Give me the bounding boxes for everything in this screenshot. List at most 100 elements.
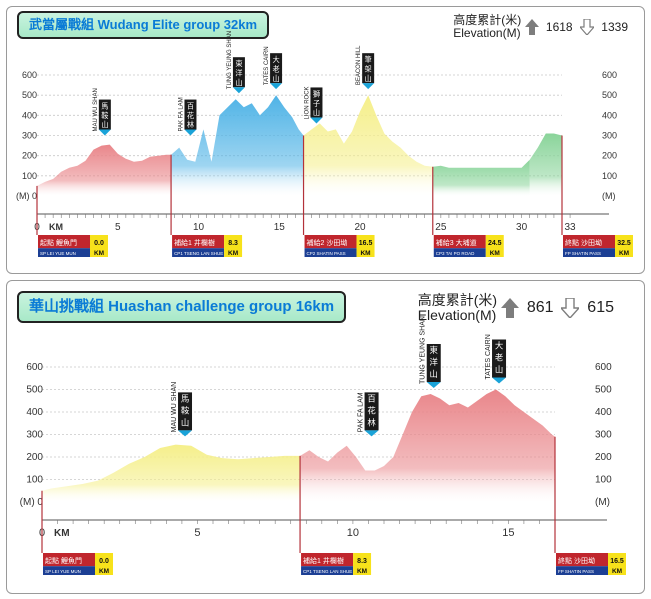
checkpoint-label: 補給1 井欄樹 CP1 TSENG LAN SHUE 8.3 KM [172,235,243,257]
elevation-label-en: Elevation(M) [453,26,521,41]
peak-flag-tip [364,430,379,437]
wudang-ascent-value: 1618 [545,20,573,35]
peak-flag-tip [492,377,507,384]
checkpoint-unit: KM [357,568,367,575]
huashan-elevation-chart: 600 600 500 500 400 400 300 300 200 200 100 100 (M) … [20,316,626,575]
y-tick-label-left: 200 [26,452,43,463]
y-tick-label-left: (M) 0 [16,191,37,201]
checkpoint-dist-box [356,235,375,257]
checkpoint-dist-box [615,235,633,257]
x-tick-label: 30 [516,222,528,233]
elevation-label: 高度累計(米) Elevation(M) [418,292,497,324]
peak-flag-cn-char: 山 [430,369,438,379]
checkpoint-en-box [38,248,90,257]
elevation-label-cn: 高度累計(米) [453,13,522,27]
checkpoint-dist-box [95,553,113,575]
checkpoint-label: 補給3 大埔道 CP3 TAI PO ROAD 24.5 KM [433,235,504,257]
peak-name-label: TUNG YEUNG SHAN [420,316,427,384]
peak-flag-cn-char: 馬 [181,393,189,403]
peak-flag-body [270,53,283,84]
y-tick-label-right: 300 [595,430,612,441]
checkpoint-en-name: SP LEI YUE MUN [40,251,76,256]
checkpoint-unit: KM [612,568,622,575]
peak-flag-cn-char: 山 [181,417,189,427]
peak-flag-cn-char: 百 [367,393,375,403]
checkpoint-label: 起點 鯉魚門 SP LEI YUE MUN 0.0 KM [38,235,108,257]
y-tick-label-right: (M) [602,191,616,201]
peak-flag-body [184,99,197,130]
peak-flag-cn-char: 花 [367,405,376,415]
x-unit-label: KM [49,222,63,232]
y-tick-label-right: 600 [602,70,617,80]
peak-flag-tip [426,382,441,388]
y-tick-label-left: 300 [22,131,37,141]
peak-flag-cn-char: 林 [367,417,376,427]
y-tick-label-left: 200 [22,151,37,161]
checkpoint-unit: KM [228,250,238,257]
checkpoint-name-box [43,553,95,567]
peak-name-label: BEACON HILL [356,45,362,85]
x-tick-label: 10 [347,527,359,539]
descent-down-arrow-icon [561,298,580,319]
elevation-area-segment [529,133,562,196]
checkpoint-tag: 終點 沙田坳 [565,238,602,247]
x-tick-label: 5 [194,527,200,539]
peak-flag-body [310,87,323,118]
elevation-area-segment [42,444,301,502]
checkpoint-label: 補給2 沙田坳 CP2 SHATIN PASS 16.5 KM [304,235,375,257]
checkpoint-distance: 0.0 [94,240,104,247]
wudang-descent-value: 1339 [601,20,628,35]
checkpoint-dist-box [224,235,243,257]
x-tick-label: 15 [274,222,286,233]
checkpoint-en-name: CP2 SHATIN PASS [307,251,346,256]
peak-flag-body [492,339,507,378]
checkpoint-distance: 8.3 [228,240,238,247]
checkpoint-en-box [172,248,225,257]
peak-flag-body [178,392,193,431]
checkpoint-en-name: CP1 TSENG LAN SHUE [174,251,223,256]
checkpoint-en-name: SP LEI YUE MUN [45,569,81,574]
checkpoint-en-box [304,248,357,257]
checkpoint-unit: KM [99,568,109,575]
peak-flag-cn-char: 獅 [313,89,320,98]
peak-name-label: PAK FA LAM [358,392,365,432]
peak-flag-cn-char: 山 [101,120,108,129]
elevation-area-segment [432,159,530,196]
checkpoint-name-box [172,235,225,249]
checkpoint-name-box [38,235,90,249]
checkpoint-unit: KM [94,250,104,257]
checkpoint-name-box [304,235,357,249]
checkpoint-en-box [301,566,354,575]
huashan-elevation-panel: 華山挑戰組 Huashan challenge group 16km 高度累計(… [6,280,645,594]
peak-flag-cn-char: 老 [495,353,503,363]
checkpoint-dist-box [353,553,372,575]
peak-flag-cn-char: 山 [313,108,320,117]
y-tick-label-left: 500 [26,385,43,396]
checkpoint-distance: 0.0 [99,558,109,565]
peak-flag-tip [362,83,375,90]
checkpoint-tag: 起點 鯉魚門 [45,556,82,565]
peak-flag-body [426,344,441,382]
peak-name-label: TATES CAIRN [264,46,270,85]
peak-flag-cn-char: 山 [235,78,242,87]
checkpoint-en-box [433,248,486,257]
checkpoint-tag: 終點 沙田坳 [558,556,595,565]
peak-flag-body [232,57,245,88]
peak-flag-cn-char: 馬 [101,102,108,111]
descent-down-arrow-icon [579,19,594,36]
checkpoint-label: 終點 沙田坳 FP SHATIN PASS 32.5 KM [563,235,633,257]
peak-flag-cn-char: 東 [235,59,242,68]
x-tick-label: 15 [502,527,514,539]
y-tick-label-right: 200 [595,452,612,463]
checkpoint-label: 補給1 井欄樹 CP1 TSENG LAN SHUE 8.3 KM [301,553,372,575]
peak-name-label: TATES CAIRN [485,334,492,379]
checkpoint-name-box [433,235,486,249]
peak-flag-cn-char: 百 [187,102,194,111]
y-tick-label-left: 100 [26,475,43,486]
checkpoint-distance: 16.5 [359,240,373,247]
peak-flag-cn-char: 鞍 [101,111,108,120]
y-tick-label-left: 500 [22,90,37,100]
